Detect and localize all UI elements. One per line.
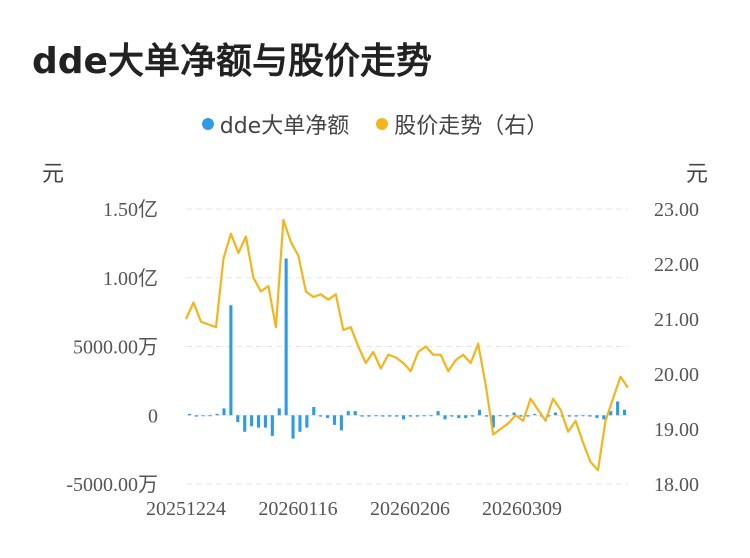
y-right-tick-label: 22.00 — [654, 254, 699, 276]
dde-bar — [395, 415, 399, 417]
y-left-tick-label: 1.50亿 — [103, 198, 158, 221]
dde-bar — [616, 401, 620, 416]
dde-bar — [609, 411, 613, 416]
dde-bar — [291, 415, 295, 439]
dde-bar — [229, 305, 233, 416]
dde-bar — [622, 409, 627, 416]
dde-bar — [194, 415, 198, 417]
dde-bar — [270, 415, 274, 436]
price-line — [184, 218, 629, 472]
x-tick-label: 20260206 — [370, 498, 450, 520]
legend-item-dde[interactable]: dde大单净额 — [201, 108, 350, 140]
dde-bar — [374, 415, 378, 417]
legend-dot-price — [376, 118, 389, 130]
dde-bar — [533, 413, 537, 416]
y-left-tick-label: 1.00亿 — [103, 267, 158, 290]
dde-bar — [505, 415, 509, 417]
dde-bar — [588, 415, 592, 417]
dde-bar — [263, 415, 267, 428]
legend-dot-dde — [201, 118, 214, 130]
dde-bar — [367, 415, 371, 417]
dde-bar — [187, 413, 192, 416]
dde-bar — [222, 408, 226, 416]
dde-bar — [408, 415, 413, 417]
dde-bar — [339, 415, 343, 431]
dde-bar — [208, 415, 212, 417]
legend: dde大单净额 股价走势（右） — [0, 108, 750, 140]
y-right-tick-label: 18.00 — [654, 474, 699, 496]
dde-bar — [312, 407, 316, 416]
dde-bar — [498, 415, 502, 417]
chart-title: dde大单净额与股价走势 — [32, 41, 432, 82]
dde-bar — [305, 415, 309, 428]
dde-bar — [277, 408, 281, 416]
y-right-tick-label: 20.00 — [654, 364, 699, 386]
dde-bar — [457, 415, 461, 418]
dde-bar — [471, 415, 475, 417]
legend-item-price[interactable]: 股价走势（右） — [376, 108, 548, 140]
dde-bar — [243, 415, 247, 432]
left-axis-unit: 元 — [42, 162, 65, 187]
dde-bar — [553, 412, 558, 416]
dde-bar — [477, 409, 482, 416]
x-tick-label: 20260116 — [258, 498, 337, 520]
dde-bar — [436, 411, 440, 416]
y-left-tick-label: 0 — [148, 405, 158, 427]
dde-bar — [519, 415, 523, 417]
x-tick-label: 20260309 — [482, 498, 562, 520]
y-right-tick-label: 19.00 — [654, 419, 699, 441]
dde-bar — [526, 415, 530, 417]
x-tick-label: 20251224 — [146, 498, 226, 520]
right-axis-unit: 元 — [685, 162, 708, 187]
dde-bar — [512, 412, 516, 416]
dde-bar — [401, 415, 406, 420]
dde-bar — [388, 415, 392, 417]
dde-bar — [236, 415, 240, 423]
dde-bar — [360, 415, 364, 417]
dde-bar — [443, 415, 447, 420]
y-right-tick-label: 21.00 — [654, 309, 699, 331]
dde-bar — [450, 415, 454, 417]
dde-bar — [319, 415, 323, 417]
y-left-tick-label: 5000.00万 — [73, 337, 158, 359]
dde-bar — [346, 411, 350, 416]
dde-bar — [422, 415, 426, 417]
legend-label-price: 股价走势（右） — [394, 114, 549, 139]
dde-bar — [332, 415, 337, 425]
dde-bar — [464, 415, 468, 418]
dde-bar — [284, 258, 288, 416]
dde-bar — [429, 415, 433, 417]
dde-bar — [201, 415, 205, 417]
dde-bar — [215, 413, 219, 416]
dde-bar — [567, 415, 571, 417]
dde-bar — [602, 415, 606, 420]
legend-label-dde: dde大单净额 — [219, 114, 350, 139]
y-left-tick-label: -5000.00万 — [66, 474, 158, 496]
dde-bar — [353, 411, 357, 416]
dde-bar — [381, 415, 385, 417]
dde-bar — [298, 415, 302, 432]
dde-bar — [574, 415, 578, 417]
dde-bar — [484, 415, 488, 417]
dde-bar — [581, 415, 585, 417]
dde-bar — [256, 415, 261, 428]
y-right-tick-label: 23.00 — [654, 199, 699, 221]
dde-bar — [250, 415, 254, 427]
dde-bar — [491, 415, 495, 428]
dde-bar — [595, 415, 599, 418]
dde-bar — [415, 415, 419, 417]
dde-bar — [326, 415, 330, 418]
dde-bar — [547, 415, 551, 417]
